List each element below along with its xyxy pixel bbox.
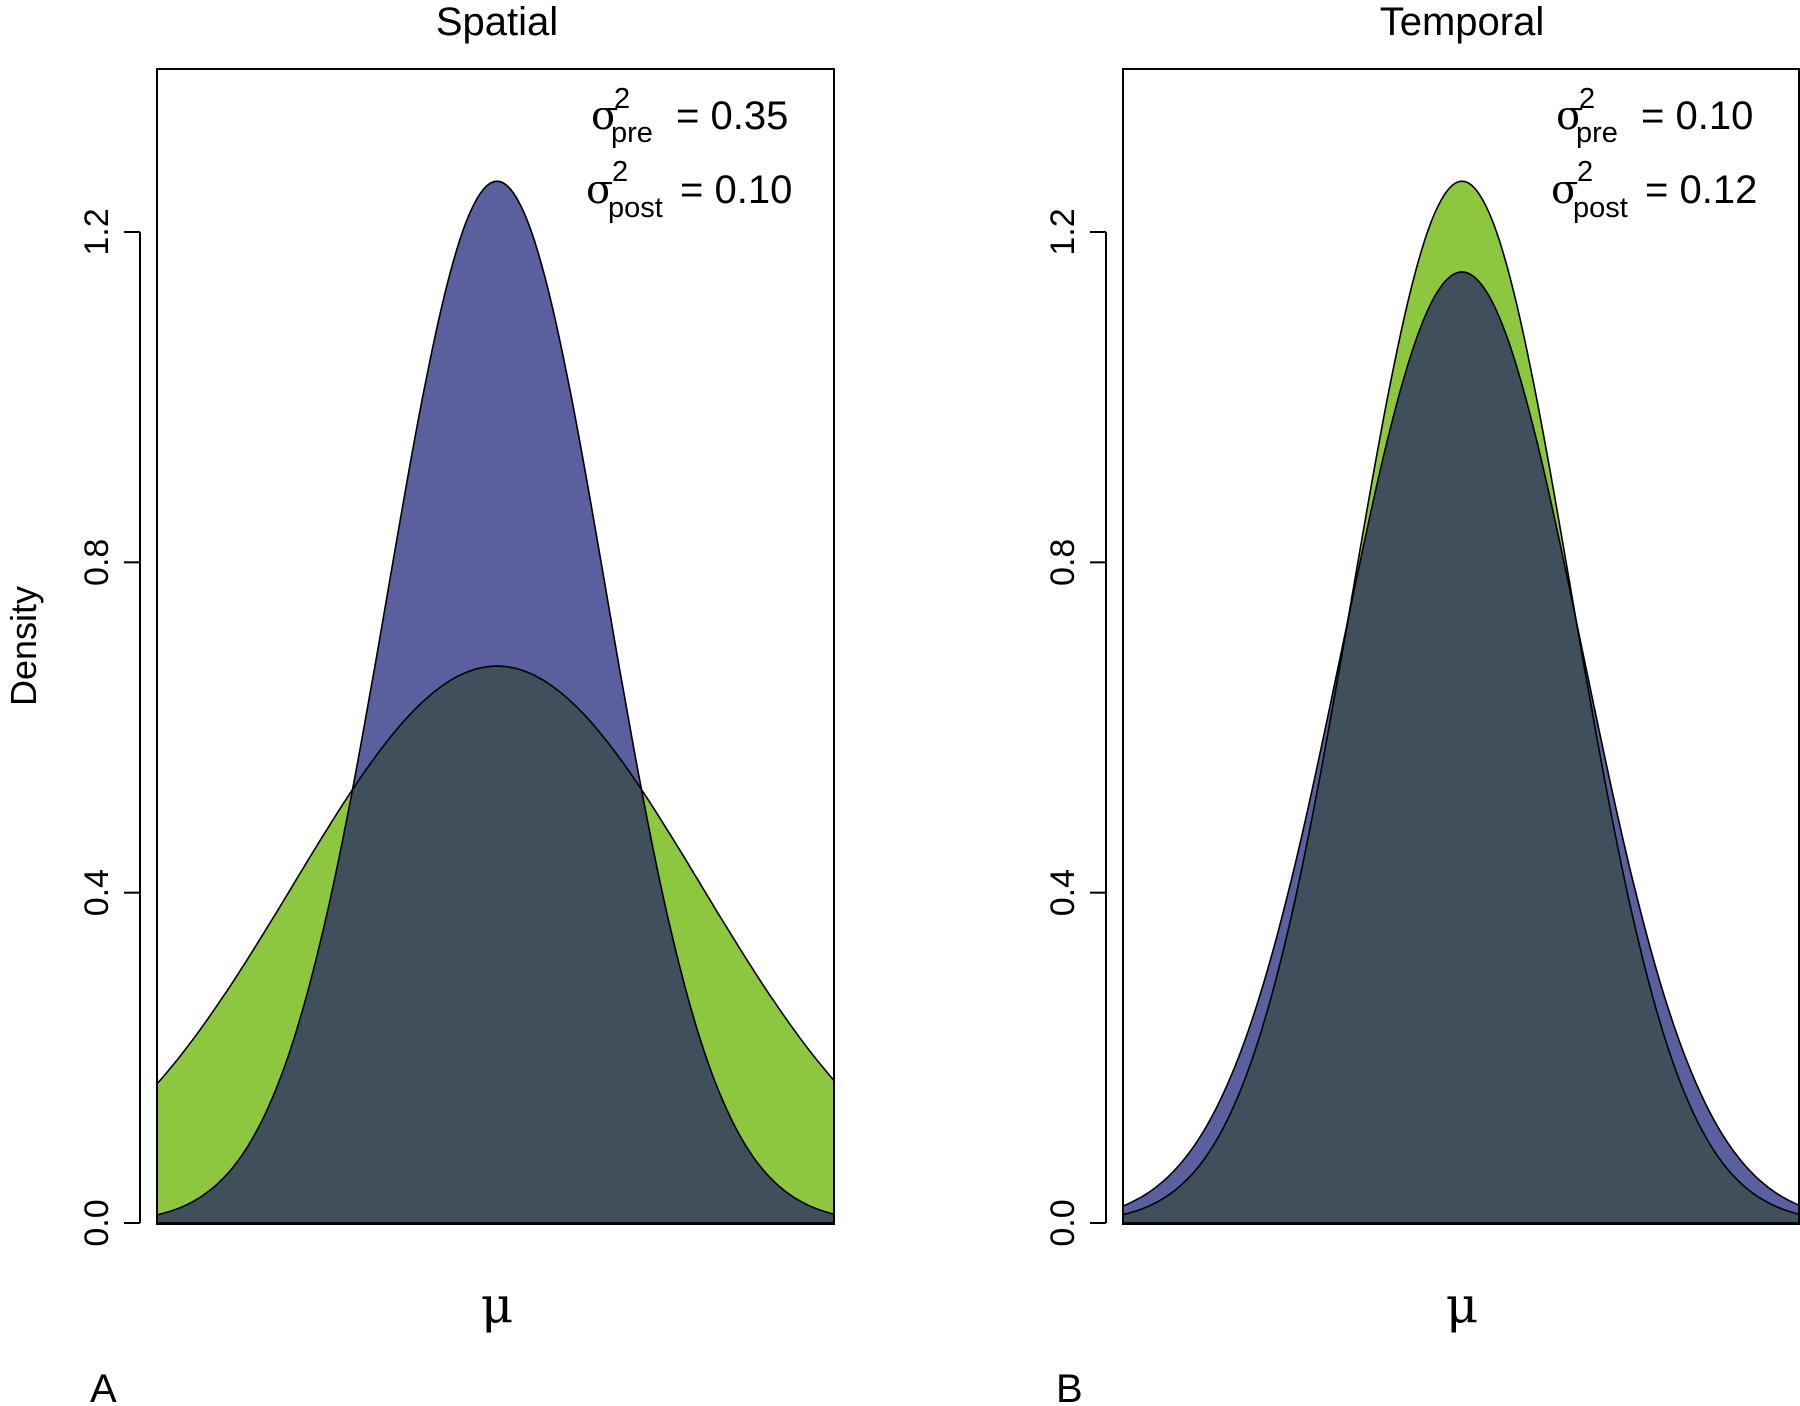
density-post-outline [1123, 271, 1800, 1224]
annotation-sigma: σ [591, 93, 618, 139]
panel-b-title: Temporal [1380, 0, 1545, 44]
y-tick-label: 0.4 [78, 869, 116, 916]
panel-a-y-ticks: 0.0 0.4 0.8 1.2 [78, 208, 140, 1247]
annotation-subscript: pre [1576, 117, 1618, 149]
annotation-superscript: 2 [614, 83, 630, 115]
y-tick-label: 0.8 [78, 539, 116, 586]
panel-b-frame [1122, 68, 1800, 1225]
density-pre-outline [1123, 180, 1800, 1224]
panel-a: Spatial Density 0.0 0.4 0.8 1.2 σ 2 pre = 0… [3, 0, 835, 1406]
density-overlap-area [157, 666, 834, 1223]
panel-b-letter: B [1056, 1367, 1083, 1406]
annotation-superscript: 2 [1579, 83, 1595, 115]
annotation-superscript: 2 [1577, 156, 1593, 188]
y-tick-label: 0.4 [1044, 869, 1082, 916]
y-tick-label: 1.2 [78, 208, 116, 255]
panel-b-annotation-post: σ 2 post = 0.12 [1551, 156, 1757, 224]
panel-b-annotation-pre: σ 2 pre = 0.10 [1556, 83, 1753, 149]
annotation-value: = 0.10 [1641, 94, 1753, 138]
annotation-sigma: σ [586, 167, 613, 213]
density-pre-outline [157, 665, 834, 1224]
panel-a-title: Spatial [436, 0, 558, 44]
panel-b-y-ticks: 0.0 0.4 0.8 1.2 [1044, 208, 1106, 1247]
y-tick-label: 1.2 [1044, 208, 1082, 255]
panel-a-annotation-pre: σ 2 pre = 0.35 [591, 83, 788, 149]
annotation-subscript: post [608, 192, 663, 224]
panel-a-plot-area [157, 180, 834, 1224]
panel-b-plot-area [1123, 180, 1800, 1224]
panel-a-frame [156, 68, 835, 1225]
panel-b: Temporal 0.0 0.4 0.8 1.2 σ 2 pre = 0.10 σ 2… [1044, 0, 1800, 1406]
annotation-sigma: σ [1551, 167, 1578, 213]
annotation-subscript: pre [611, 117, 653, 149]
annotation-sigma: σ [1556, 93, 1583, 139]
annotation-value: = 0.10 [680, 168, 792, 212]
annotation-superscript: 2 [612, 156, 628, 188]
density-post-outline [157, 180, 834, 1224]
panel-b-x-label: μ [1446, 1276, 1479, 1334]
annotation-value: = 0.35 [676, 94, 788, 138]
y-tick-label: 0.8 [1044, 539, 1082, 586]
y-tick-label: 0.0 [1044, 1199, 1082, 1246]
panel-a-letter: A [90, 1367, 117, 1406]
annotation-subscript: post [1573, 192, 1628, 224]
panel-a-x-label: μ [481, 1276, 514, 1334]
y-axis-label: Density [3, 586, 44, 706]
annotation-value: = 0.12 [1645, 168, 1757, 212]
y-tick-label: 0.0 [78, 1199, 116, 1246]
density-overlap-area [1123, 271, 1800, 1223]
panel-a-annotation-post: σ 2 post = 0.10 [586, 156, 792, 224]
